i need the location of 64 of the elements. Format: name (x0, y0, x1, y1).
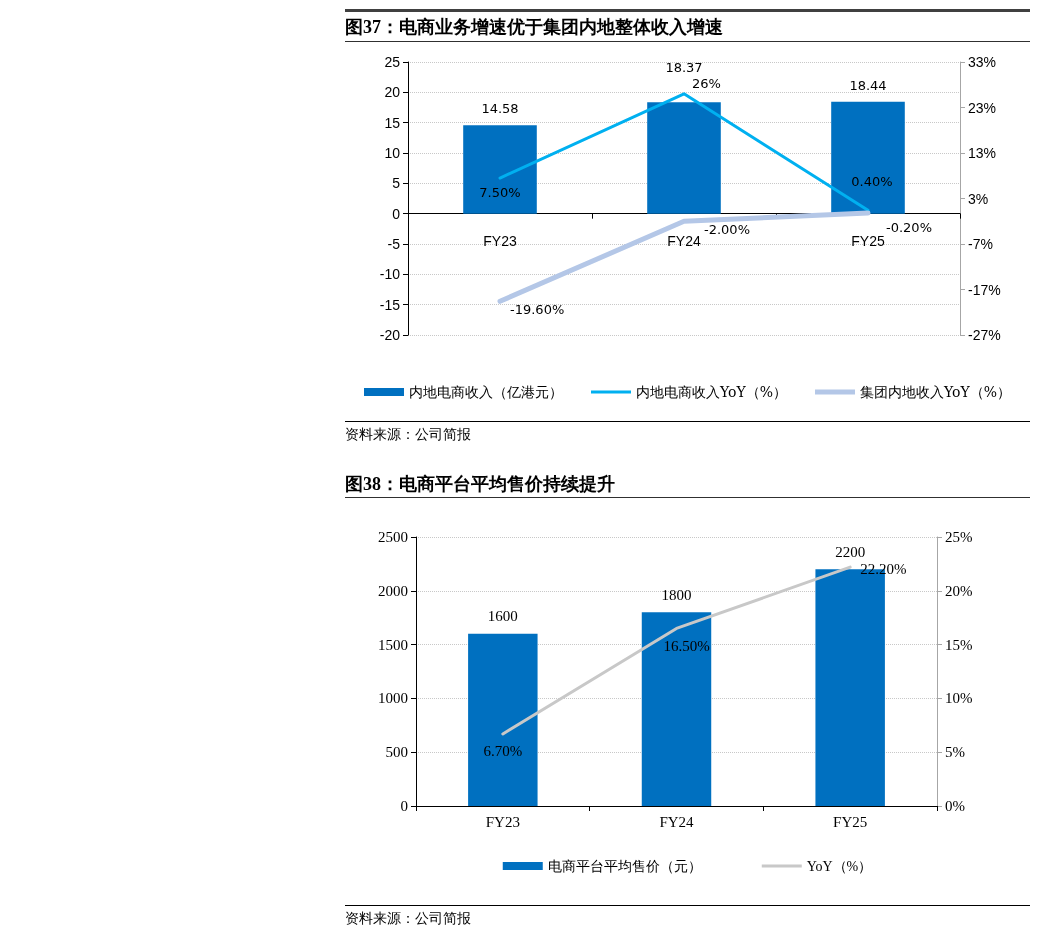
legend-label: 集团内地收入YoY（%） (860, 384, 1011, 400)
y-tick-label: 1500 (378, 636, 408, 653)
data-label: -19.60% (510, 301, 565, 317)
y2-tick-label: -7% (968, 236, 993, 252)
y-tick-label: 0 (392, 205, 401, 222)
y-tick-label: 2000 (378, 582, 408, 599)
y2-tick-label: 20% (945, 582, 973, 599)
y-tick-label: 25 (384, 54, 401, 70)
legend-label: YoY（%） (806, 858, 873, 874)
data-label: 16.50% (663, 637, 710, 654)
y2-tick-label: 13% (968, 145, 997, 161)
legend-label: 内地电商收入YoY（%） (636, 384, 787, 400)
y2-tick-label: 10% (945, 690, 973, 707)
data-label: 1800 (661, 586, 692, 603)
data-label: 22.20% (860, 561, 907, 578)
data-label: -2.00% (704, 221, 750, 237)
y2-tick-label: 25% (945, 529, 973, 545)
text: 资料来源：公司简报 (345, 905, 1030, 928)
data-label: 14.58 (481, 101, 519, 117)
chart-title: 图37：电商业务增速优于集团内地整体收入增速 (345, 9, 1030, 42)
text: 资料来源：公司简报 (345, 421, 1030, 444)
y-tick-label: 15 (384, 114, 401, 131)
y2-tick-label: 0% (945, 798, 965, 814)
y2-tick-label: -27% (968, 327, 1001, 343)
y-tick-label: 0 (400, 798, 408, 814)
y-tick-label: -15 (379, 296, 401, 313)
bar (831, 101, 905, 214)
y2-tick-label: 5% (945, 744, 965, 761)
y-tick-label: 20 (384, 84, 401, 101)
bar (647, 102, 721, 214)
x-tick-label: FY24 (659, 813, 695, 830)
x-tick-label: FY23 (483, 232, 517, 249)
data-label: 26% (692, 76, 721, 92)
data-label: 1600 (487, 608, 518, 625)
y-tick-label: -10 (379, 266, 401, 283)
y-tick-label: -5 (387, 236, 401, 252)
data-label: 0.40% (851, 174, 893, 190)
data-label: 7.50% (479, 185, 521, 201)
y-tick-label: 500 (385, 744, 408, 761)
y2-tick-label: 33% (968, 54, 997, 70)
x-tick-label: FY24 (667, 232, 701, 249)
x-tick-label: FY25 (833, 813, 868, 830)
y-tick-label: 5 (392, 175, 401, 192)
y-tick-label: -20 (379, 327, 401, 343)
bar (468, 633, 538, 806)
data-label: -0.20% (886, 219, 932, 235)
data-label: 2200 (835, 543, 866, 560)
chart-title: 图38：电商平台平均售价持续提升 (345, 470, 1030, 498)
y-tick-label: 10 (384, 145, 401, 161)
x-tick-label: FY25 (851, 232, 885, 249)
data-label: 18.44 (849, 77, 887, 93)
x-tick-label: FY23 (485, 813, 520, 830)
y2-tick-label: 3% (968, 190, 989, 207)
bar (463, 125, 537, 214)
data-label: 6.70% (483, 743, 523, 760)
y2-tick-label: 23% (968, 99, 997, 116)
y-tick-label: 2500 (378, 529, 408, 545)
legend-label: 电商平台平均售价（元） (547, 858, 702, 874)
y2-tick-label: 15% (945, 636, 973, 653)
data-label: 18.37 (665, 60, 703, 76)
y-tick-label: 1000 (378, 690, 408, 707)
bar (641, 612, 712, 806)
y2-tick-label: -17% (968, 281, 1001, 298)
legend-label: 内地电商收入（亿港元） (409, 384, 563, 400)
